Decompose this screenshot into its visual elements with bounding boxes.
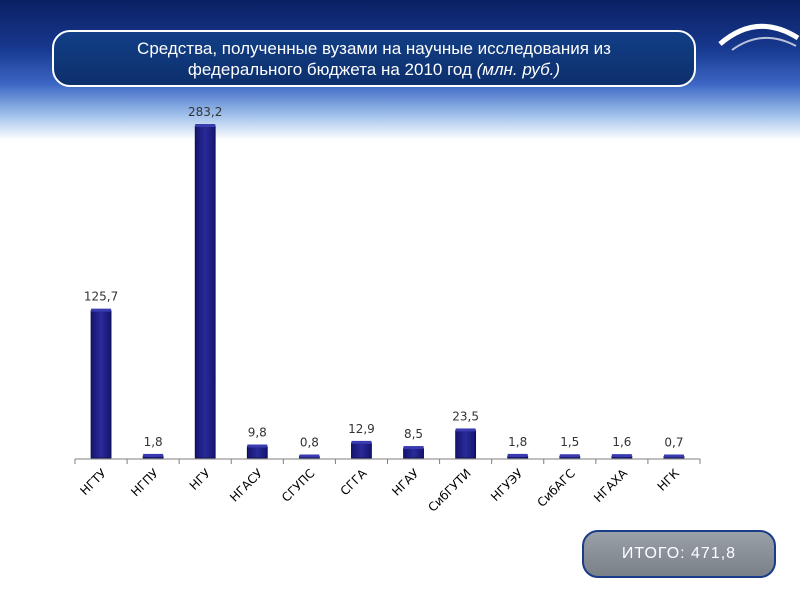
x-tick-label: НГУ bbox=[187, 466, 214, 493]
data-label: 0,8 bbox=[300, 436, 319, 450]
data-label: 1,5 bbox=[560, 435, 579, 449]
bar-top bbox=[299, 454, 320, 458]
bar-top bbox=[247, 444, 268, 448]
bar-top bbox=[507, 453, 528, 457]
bar-top bbox=[91, 308, 112, 312]
total-text: ИТОГО: 471,8 bbox=[621, 545, 737, 562]
x-tick-label: СибАГС bbox=[534, 466, 577, 509]
page-title: Средства, полученные вузами на научные и… bbox=[52, 30, 696, 87]
x-tick-label: НГК bbox=[655, 466, 683, 494]
bar bbox=[90, 310, 112, 459]
data-label: 1,6 bbox=[612, 435, 631, 449]
data-label: 9,8 bbox=[248, 426, 267, 440]
title-line-2-text: федерального бюджета на 2010 год bbox=[187, 60, 472, 79]
data-label: 283,2 bbox=[188, 105, 222, 119]
x-tick-label: НГТУ bbox=[77, 466, 109, 498]
title-line-2: федерального бюджета на 2010 год (млн. р… bbox=[54, 59, 694, 80]
x-tick-label: НГУЭУ bbox=[488, 466, 526, 504]
x-tick-label: СГГА bbox=[338, 466, 371, 499]
bar bbox=[246, 446, 268, 459]
bar bbox=[403, 447, 424, 459]
bar-top bbox=[351, 440, 372, 444]
x-tick-label: СГУПС bbox=[279, 466, 317, 504]
x-tick-label: НГАУ bbox=[389, 466, 422, 499]
x-tick-label: СибГУТИ bbox=[425, 466, 473, 514]
data-label: 8,5 bbox=[404, 427, 423, 441]
x-tick-label: НГАСУ bbox=[227, 466, 266, 505]
data-label: 1,8 bbox=[508, 435, 527, 449]
data-label: 1,8 bbox=[144, 435, 163, 449]
title-unit: (млн. руб.) bbox=[476, 60, 561, 79]
data-label: 125,7 bbox=[84, 290, 118, 304]
bar-top bbox=[143, 453, 164, 457]
bar bbox=[194, 125, 216, 459]
x-tick-label: НГПУ bbox=[128, 466, 161, 499]
bar-top bbox=[559, 454, 580, 458]
data-label: 23,5 bbox=[452, 409, 479, 423]
bar-top bbox=[455, 428, 476, 432]
x-tick-label: НГАХА bbox=[591, 466, 630, 505]
logo-arc-icon bbox=[718, 23, 800, 51]
bar-top bbox=[403, 446, 424, 450]
data-label: 0,7 bbox=[664, 436, 683, 450]
bar-top bbox=[663, 454, 684, 458]
bar-top bbox=[611, 454, 632, 458]
bar bbox=[351, 442, 372, 459]
title-line-1: Средства, полученные вузами на научные и… bbox=[137, 39, 611, 58]
data-label: 12,9 bbox=[348, 422, 375, 436]
total-badge: ИТОГО: 471,8 bbox=[582, 530, 776, 578]
bar bbox=[455, 430, 477, 459]
bar-top bbox=[195, 124, 216, 127]
